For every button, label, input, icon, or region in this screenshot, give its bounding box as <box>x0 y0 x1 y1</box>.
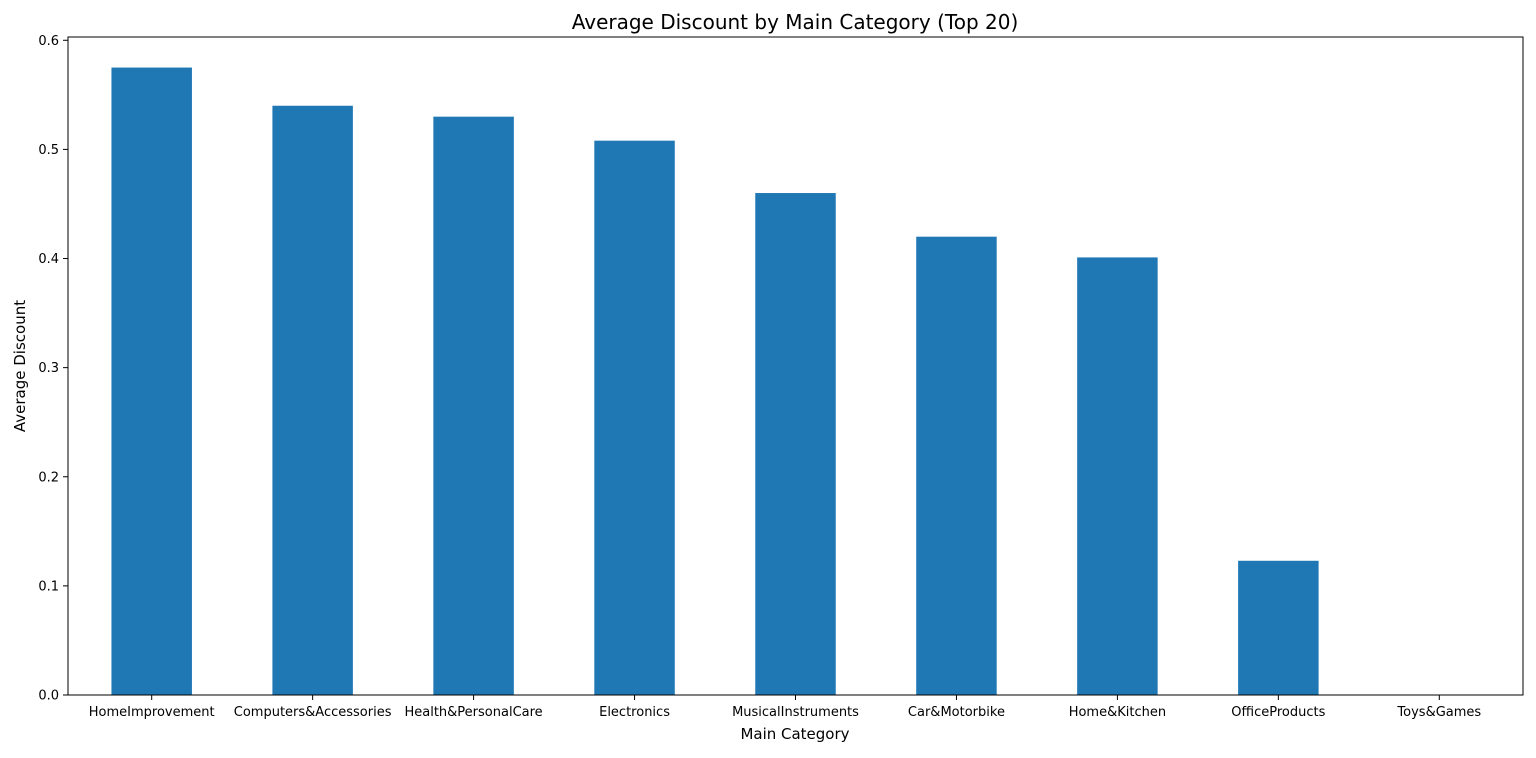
x-axis: HomeImprovement Computers&Accessories Heal… <box>89 695 1481 720</box>
x-axis-title: Main Category <box>740 725 849 743</box>
bar-health-personalcare <box>433 116 514 695</box>
x-tick-label: Home&Kitchen <box>1069 705 1166 720</box>
y-tick-label: 0.1 <box>38 579 59 594</box>
y-axis-title: Average Discount <box>11 300 29 432</box>
bar-computers-accessories <box>272 105 353 695</box>
y-tick-label: 0.5 <box>38 143 59 158</box>
y-tick-label: 0.0 <box>38 689 59 704</box>
x-tick-label: OfficeProducts <box>1231 705 1325 720</box>
x-tick-label: Health&PersonalCare <box>404 705 542 720</box>
x-tick-label: Computers&Accessories <box>234 705 392 720</box>
bar-electronics <box>594 140 675 696</box>
bar-homeimprovement <box>111 67 192 696</box>
x-tick-label: Car&Motorbike <box>908 705 1005 720</box>
y-tick-label: 0.4 <box>38 252 59 267</box>
y-tick-label: 0.3 <box>38 361 59 376</box>
y-axis: 0.0 0.1 0.2 0.3 0.4 0.5 0.6 <box>38 34 68 704</box>
bar-car-motorbike <box>916 236 997 695</box>
x-tick-label: MusicalInstruments <box>732 705 859 720</box>
bar-home-kitchen <box>1077 257 1158 695</box>
y-tick-label: 0.6 <box>38 34 59 49</box>
chart-title: Average Discount by Main Category (Top 2… <box>572 10 1019 34</box>
x-tick-label: HomeImprovement <box>89 705 215 720</box>
bar-officeproducts <box>1238 560 1319 695</box>
bars-layer <box>111 67 1319 696</box>
y-tick-label: 0.2 <box>38 470 59 485</box>
x-tick-label: Electronics <box>599 705 670 720</box>
bar-musicalinstruments <box>755 193 836 696</box>
x-tick-label: Toys&Games <box>1396 705 1481 720</box>
